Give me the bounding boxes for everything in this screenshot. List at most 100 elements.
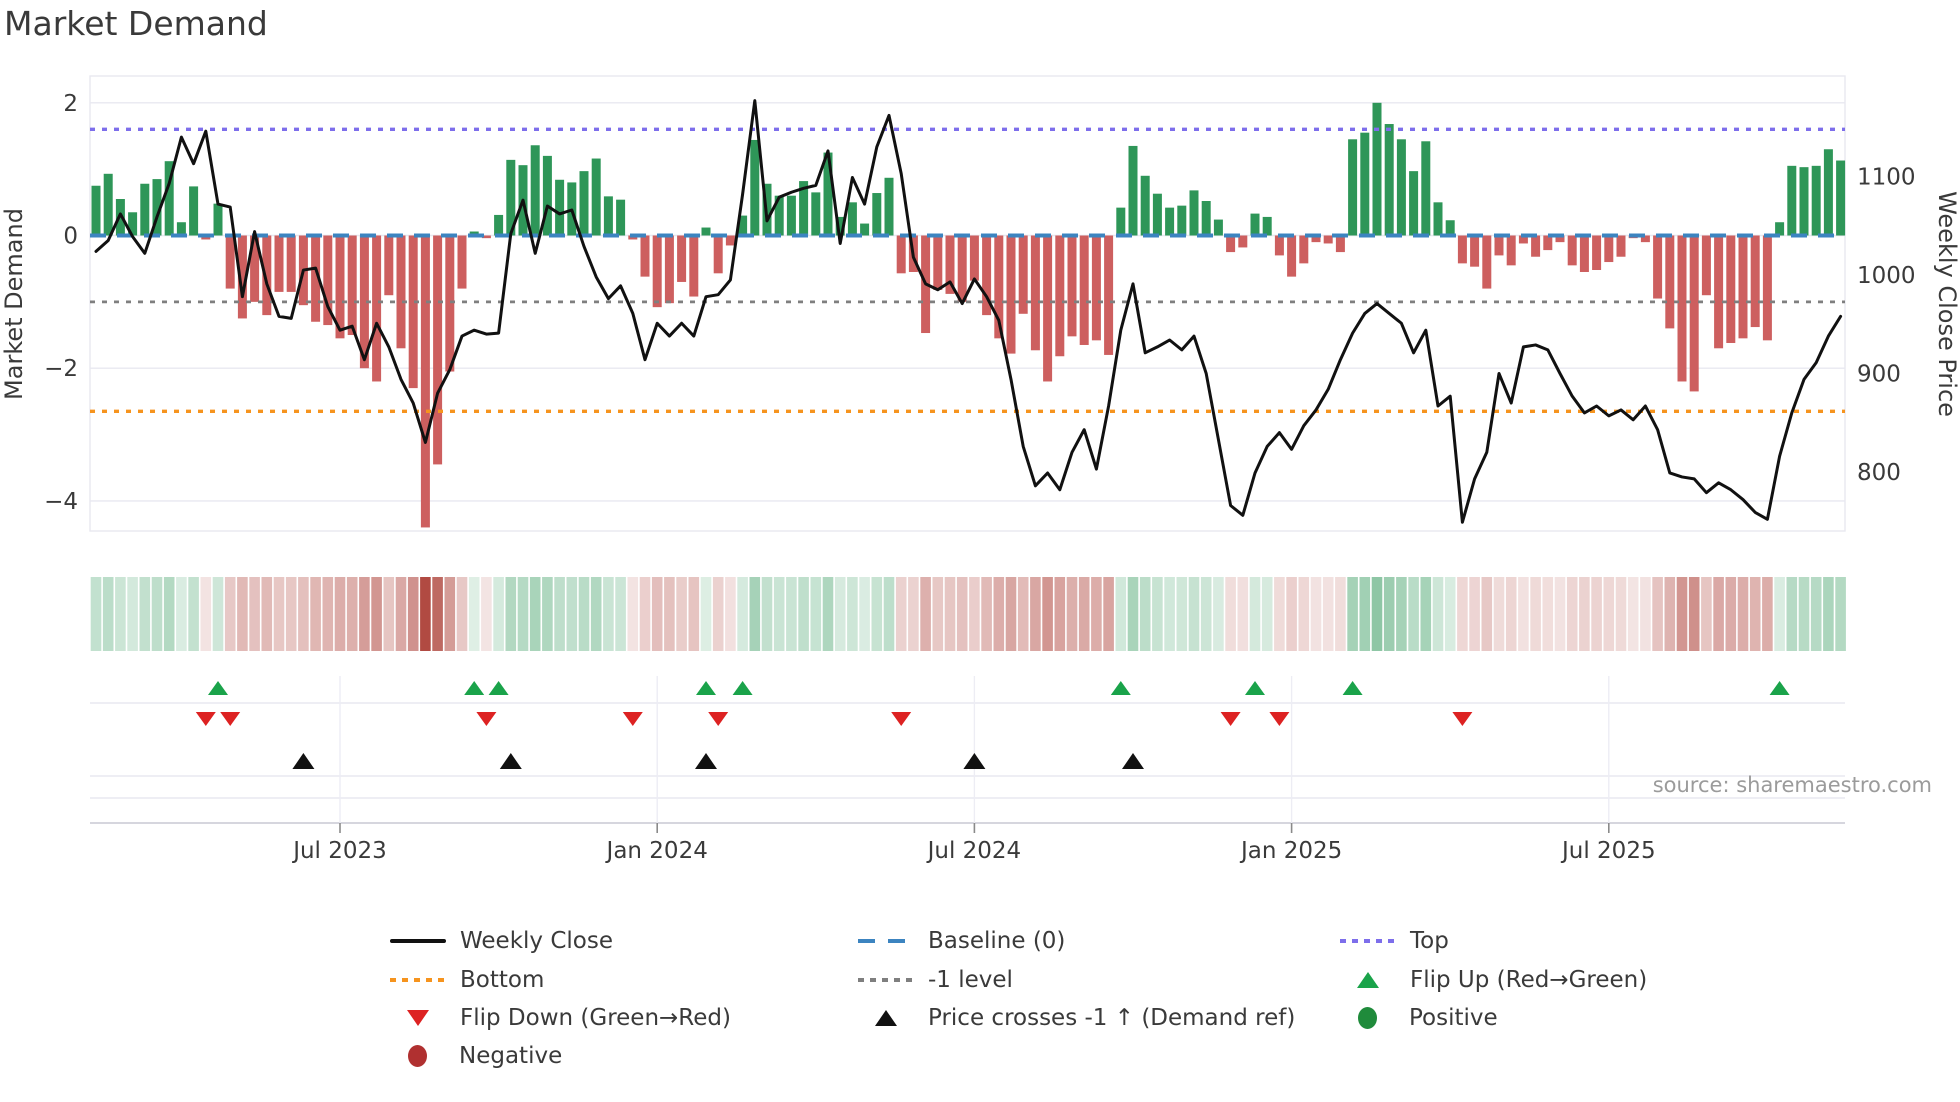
legend-item-price-cross: Price crosses -1 ↑ (Demand ref) (858, 1003, 1295, 1033)
heatmap-cell (310, 577, 321, 651)
heatmap-cell (1749, 577, 1761, 651)
price-cross-triangle-icon (875, 1010, 897, 1026)
flip-up-marker (1769, 681, 1790, 695)
demand-bar (1055, 235, 1065, 357)
demand-bar (1482, 235, 1492, 289)
flip-up-marker (1245, 681, 1265, 695)
heatmap-cell (1493, 577, 1505, 651)
demand-bar (542, 155, 552, 236)
heatmap-cell (1408, 577, 1419, 651)
heatmap-cell (1762, 577, 1773, 651)
heatmap-cell (1164, 577, 1175, 651)
heatmap-cell (1176, 577, 1188, 651)
heatmap-cell (1371, 577, 1383, 651)
heatmap-cell (273, 577, 285, 651)
demand-heatmap-strip (90, 577, 1846, 651)
heatmap-cell (529, 577, 541, 651)
demand-bar (1714, 235, 1724, 349)
heatmap-cell (700, 577, 712, 651)
left-tick-label: 2 (63, 91, 78, 117)
heatmap-cell (773, 577, 785, 651)
demand-bar (1067, 235, 1077, 337)
heatmap-cell (1359, 577, 1371, 651)
demand-bar (445, 235, 455, 372)
heatmap-cell (395, 577, 407, 651)
demand-bar (189, 186, 199, 236)
demand-bar (969, 235, 979, 281)
flip-up-marker (488, 681, 509, 695)
demand-bar (1348, 139, 1358, 236)
heatmap-cell (639, 577, 651, 651)
heatmap-cell (444, 577, 456, 651)
x-tick-label: Jul 2024 (926, 838, 1022, 864)
flip-up-marker (464, 681, 485, 695)
legend-label: -1 level (928, 967, 1013, 993)
heatmap-cell (712, 577, 724, 651)
heatmap-cell (1640, 577, 1651, 651)
demand-bar (1592, 235, 1602, 271)
baseline-dash-icon (858, 939, 914, 943)
heatmap-cell (822, 577, 834, 651)
demand-bar (359, 235, 369, 369)
heatmap-cell (603, 577, 614, 651)
demand-bar (1775, 222, 1785, 236)
demand-bar (91, 185, 101, 236)
demand-bars (91, 102, 1846, 528)
heatmap-cell (871, 577, 883, 651)
heatmap-cell (786, 577, 797, 651)
demand-bar (786, 195, 796, 236)
legend-label: Weekly Close (460, 928, 613, 954)
heatmap-cell (1823, 577, 1834, 651)
heatmap-cell (932, 577, 944, 651)
legend-item-bottom: Bottom (390, 965, 544, 995)
demand-bar (1677, 235, 1687, 382)
heatmap-cell (1542, 577, 1554, 651)
heatmap-cell (590, 577, 602, 651)
heatmap-cell (847, 577, 858, 651)
heatmap-cell (1188, 577, 1200, 651)
demand-bar (677, 235, 687, 282)
heatmap-cell (578, 577, 590, 651)
demand-bar (1238, 235, 1248, 248)
demand-bar (835, 216, 845, 236)
heatmap-cell (1798, 577, 1810, 651)
heatmap-cell (1774, 577, 1785, 651)
demand-bar (1799, 167, 1809, 236)
demand-bar (237, 235, 247, 319)
heatmap-cell (810, 577, 822, 651)
heatmap-cell (1566, 577, 1578, 651)
legend-item-flip-up: Flip Up (Red→Green) (1340, 965, 1647, 995)
demand-bar (1726, 235, 1736, 343)
demand-bar (1177, 205, 1187, 236)
legend-item-baseline: Baseline (0) (858, 926, 1065, 956)
heatmap-cell (1688, 577, 1700, 651)
heatmap-cell (749, 577, 761, 651)
flip-down-marker (195, 712, 216, 726)
demand-bar (1421, 141, 1431, 236)
demand-bar (555, 179, 565, 236)
heatmap-cell (139, 577, 151, 651)
demand-bar (1445, 220, 1455, 236)
demand-bar (433, 235, 443, 465)
x-tick-label: Jul 2025 (1560, 838, 1656, 864)
heatmap-cell (90, 577, 102, 651)
heatmap-cell (554, 577, 565, 651)
demand-bar (1274, 235, 1284, 256)
heatmap-cell (1152, 577, 1163, 651)
heatmap-cell (1530, 577, 1541, 651)
demand-bar (1506, 235, 1516, 266)
source-credit: source: sharemaestro.com (1652, 773, 1932, 797)
heatmap-cell (920, 577, 931, 651)
heatmap-cell (1261, 577, 1273, 651)
demand-bar (506, 159, 516, 236)
demand-bar (128, 212, 138, 236)
heatmap-cell (1066, 577, 1078, 651)
heatmap-cell (115, 577, 126, 651)
legend-label: Bottom (460, 967, 545, 993)
demand-bar (1531, 235, 1541, 257)
heatmap-cell (1335, 577, 1346, 651)
demand-bar (347, 235, 357, 336)
heatmap-cell (432, 577, 443, 651)
weekly-close-line (94, 99, 1843, 524)
demand-bar (872, 193, 882, 236)
